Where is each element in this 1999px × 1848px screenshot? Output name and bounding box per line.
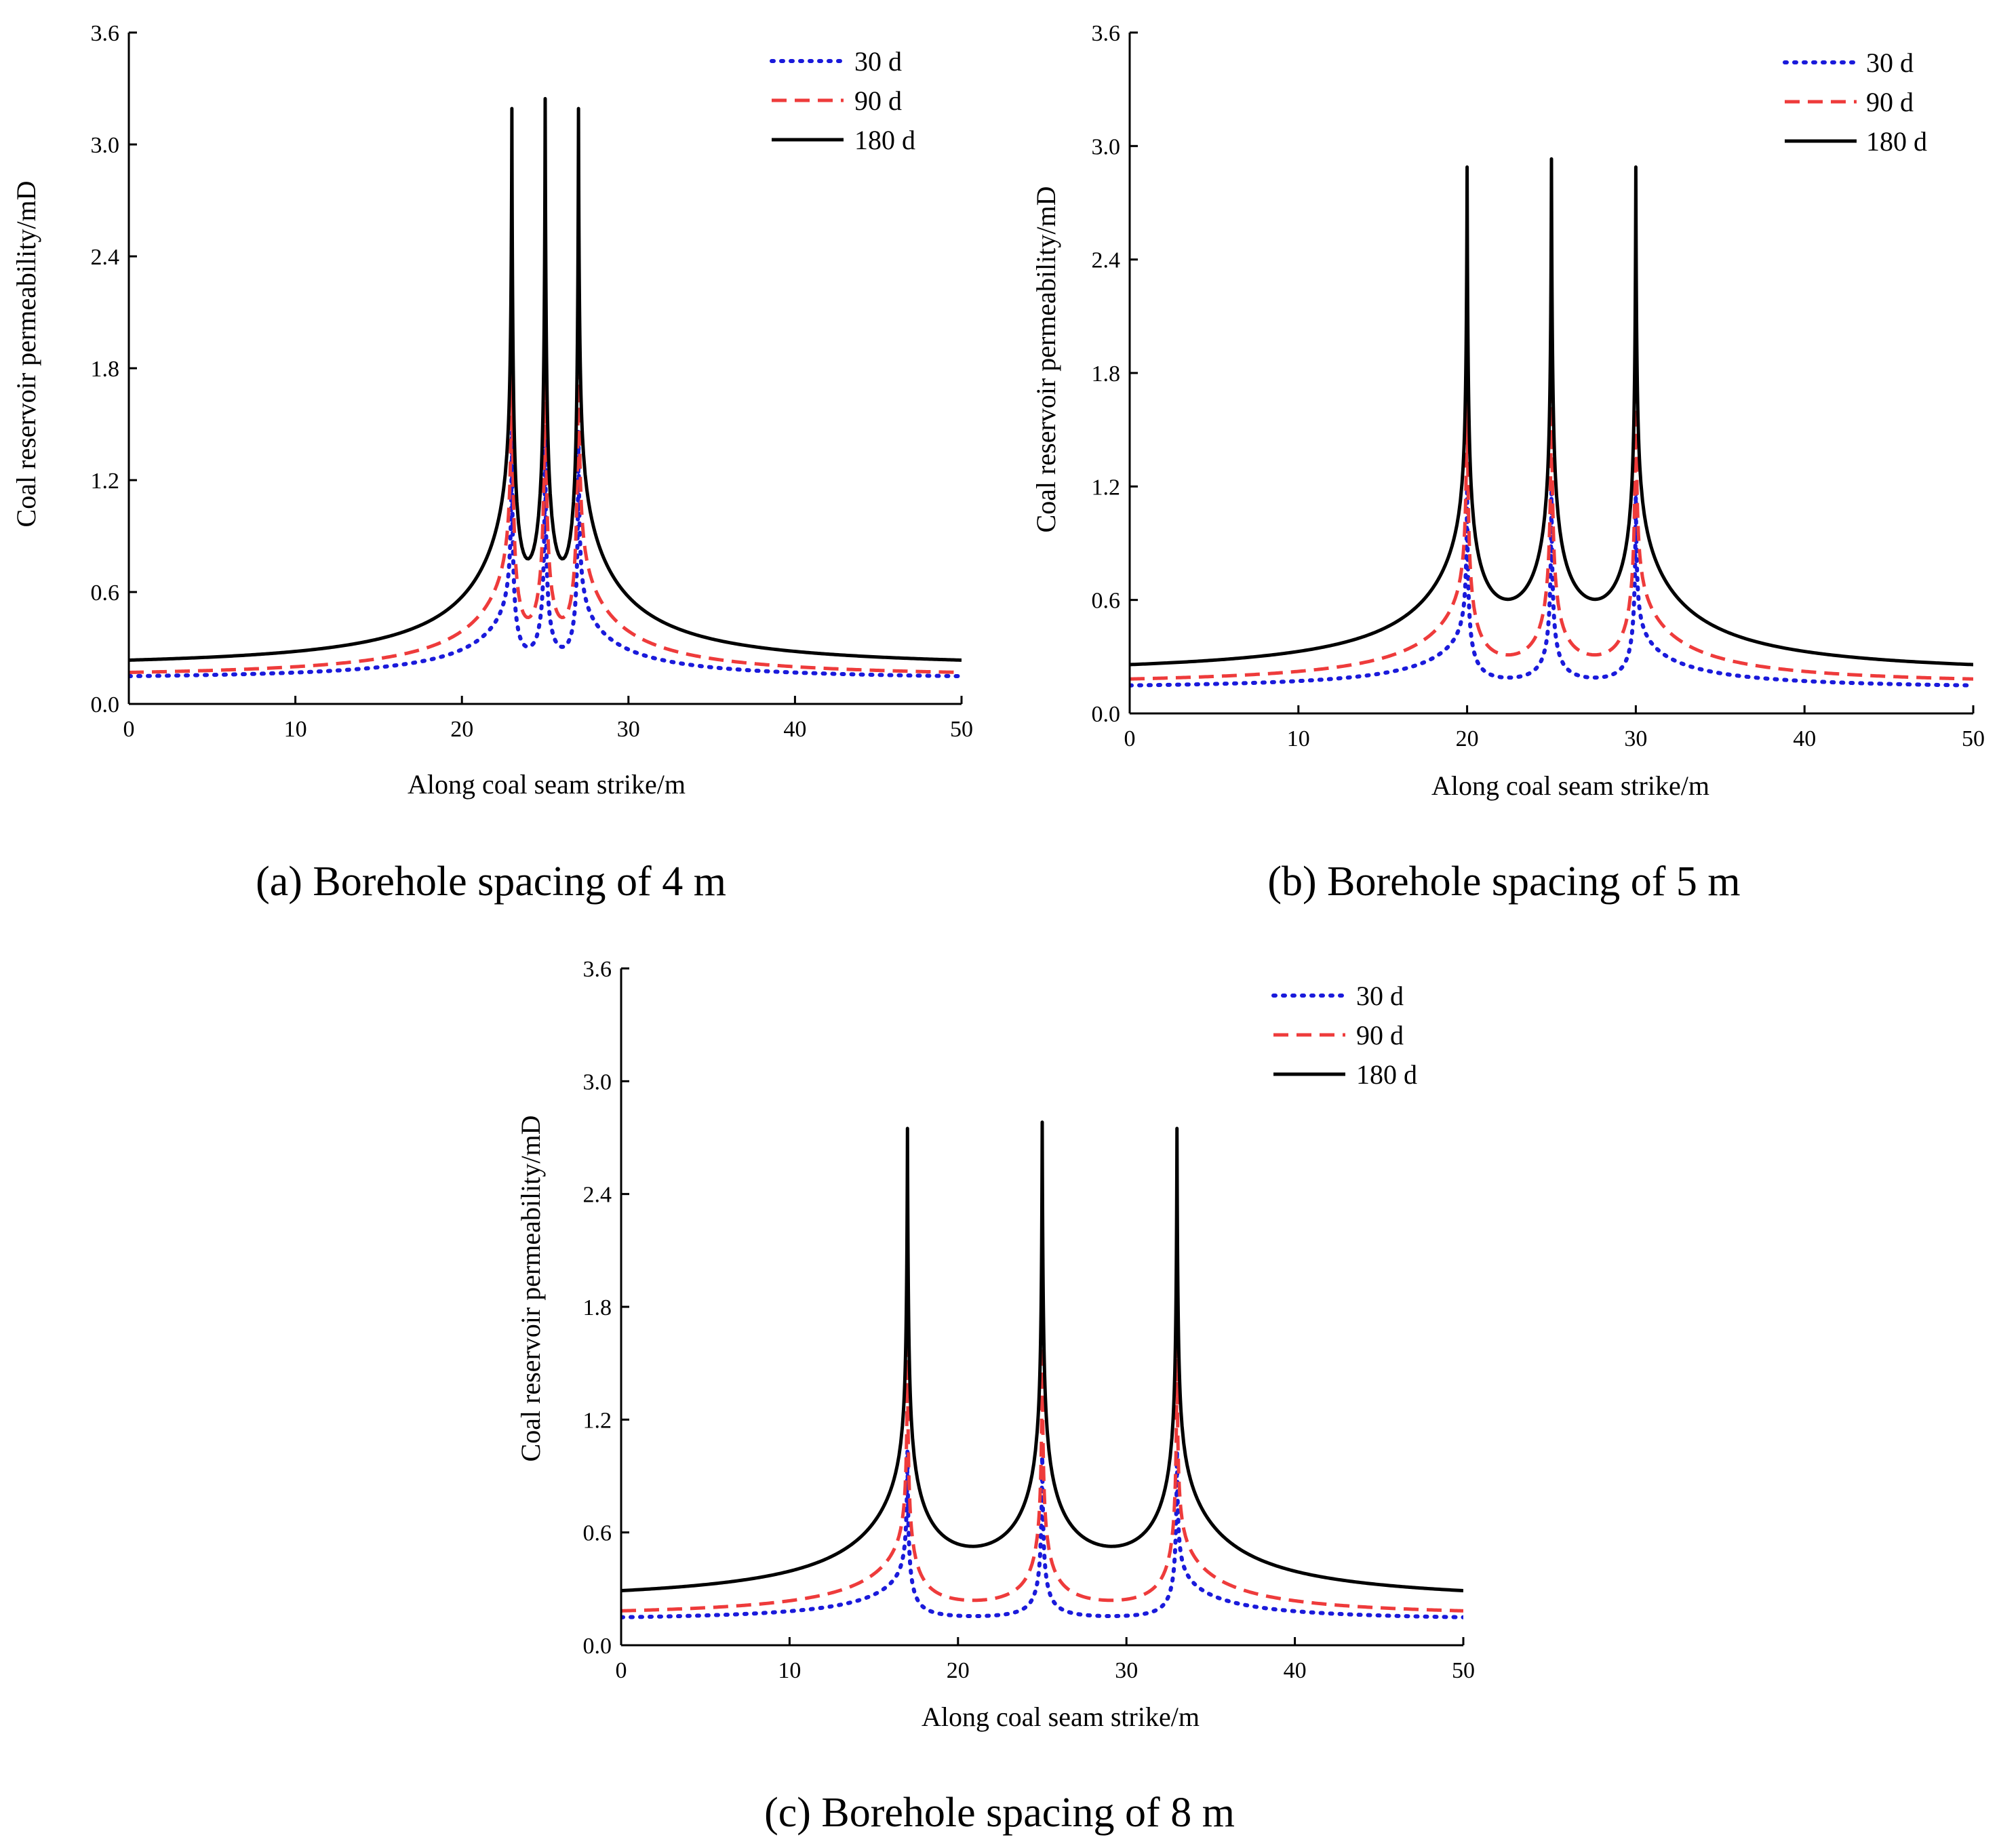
x-tick-label: 0 xyxy=(123,717,135,742)
y-tick-label: 3.0 xyxy=(583,1069,612,1095)
x-tick-label: 40 xyxy=(1793,726,1816,751)
series-line-180d xyxy=(621,1120,1463,1593)
x-tick-label: 0 xyxy=(616,1658,627,1683)
x-tick-label: 30 xyxy=(617,717,640,742)
y-ticks-b: 0.0 0.6 1.2 1.8 2.4 3.0 3.6 xyxy=(1092,21,1138,727)
y-tick-label: 0.6 xyxy=(1092,589,1121,614)
x-ticks-b: 0 10 20 30 40 50 xyxy=(1124,705,1985,751)
y-tick-label: 1.8 xyxy=(1092,361,1121,387)
y-tick-label: 3.6 xyxy=(91,21,120,46)
series-line-180d xyxy=(129,96,962,662)
ylabel-c: Coal reservoir permeability/mD xyxy=(515,1116,546,1462)
y-tick-label: 2.4 xyxy=(583,1183,612,1208)
y-tick-label: 1.2 xyxy=(583,1408,612,1433)
legend-label-180d: 180 d xyxy=(1866,126,1927,157)
legend-label-30d: 30 d xyxy=(1356,981,1404,1011)
x-tick-label: 20 xyxy=(947,1658,970,1683)
caption-b: (b) Borehole spacing of 5 m xyxy=(1267,859,1740,905)
x-tick-label: 20 xyxy=(1456,726,1479,751)
y-tick-label: 0.0 xyxy=(583,1634,612,1659)
panel-a: (a) Borehole spacing of 4 m Along coal s… xyxy=(11,21,973,905)
y-tick-label: 1.2 xyxy=(1092,475,1121,500)
legend-label-30d: 30 d xyxy=(854,46,902,77)
y-tick-label: 3.6 xyxy=(1092,21,1121,46)
legend-label-90d: 90 d xyxy=(1866,87,1914,117)
y-tick-label: 1.8 xyxy=(583,1295,612,1320)
y-tick-label: 3.6 xyxy=(583,957,612,982)
x-tick-label: 40 xyxy=(1284,1658,1307,1683)
ylabel-a: Coal reservoir permeability/mD xyxy=(11,181,41,528)
axes-c xyxy=(620,968,1463,1647)
legend-label-90d: 90 d xyxy=(854,85,902,116)
axes-a xyxy=(127,33,962,705)
legend-label-90d: 90 d xyxy=(1356,1020,1404,1050)
x-tick-label: 0 xyxy=(1124,726,1136,751)
x-tick-label: 10 xyxy=(284,717,307,742)
y-tick-label: 1.8 xyxy=(91,357,120,382)
x-tick-label: 40 xyxy=(783,717,806,742)
y-tick-label: 3.0 xyxy=(91,133,120,158)
caption-a: (a) Borehole spacing of 4 m xyxy=(256,859,726,905)
axes-b xyxy=(1128,33,1973,715)
x-tick-label: 50 xyxy=(1962,726,1985,751)
x-tick-label: 30 xyxy=(1115,1658,1138,1683)
y-tick-label: 0.0 xyxy=(91,692,120,717)
x-tick-label: 50 xyxy=(1452,1658,1475,1683)
y-tick-label: 0.6 xyxy=(583,1521,612,1546)
x-tick-label: 20 xyxy=(450,717,473,742)
series-lines-b xyxy=(1130,157,1973,688)
y-tick-label: 3.0 xyxy=(1092,134,1121,159)
xlabel-b: Along coal seam strike/m xyxy=(1431,770,1709,801)
panel-b: (b) Borehole spacing of 5 m Along coal s… xyxy=(1031,21,1985,905)
series-line-180d xyxy=(1130,157,1973,667)
x-tick-label: 50 xyxy=(950,717,973,742)
y-ticks-a: 0.0 0.6 1.2 1.8 2.4 3.0 3.6 xyxy=(91,21,137,717)
x-ticks-a: 0 10 20 30 40 50 xyxy=(123,696,973,742)
x-ticks-c: 0 10 20 30 40 50 xyxy=(616,1637,1475,1683)
y-tick-label: 2.4 xyxy=(91,245,120,270)
x-tick-label: 10 xyxy=(778,1658,801,1683)
y-tick-label: 0.0 xyxy=(1092,702,1121,727)
legend-label-180d: 180 d xyxy=(1356,1059,1417,1090)
series-lines-a xyxy=(129,96,962,679)
y-ticks-c: 0.0 0.6 1.2 1.8 2.4 3.0 3.6 xyxy=(583,957,629,1659)
x-tick-label: 10 xyxy=(1287,726,1310,751)
legend-c: 30 d 90 d 180 d xyxy=(1271,981,1417,1090)
legend-label-180d: 180 d xyxy=(854,125,915,155)
series-lines-c xyxy=(621,1120,1463,1619)
caption-c: (c) Borehole spacing of 8 m xyxy=(764,1790,1235,1836)
xlabel-a: Along coal seam strike/m xyxy=(408,769,686,800)
y-tick-label: 1.2 xyxy=(91,469,120,494)
y-tick-label: 0.6 xyxy=(91,581,120,606)
legend-label-30d: 30 d xyxy=(1866,47,1914,78)
x-tick-label: 30 xyxy=(1624,726,1647,751)
xlabel-c: Along coal seam strike/m xyxy=(922,1702,1200,1732)
legend-a: 30 d 90 d 180 d xyxy=(770,46,915,155)
series-line-90d xyxy=(621,1344,1463,1613)
panel-c: (c) Borehole spacing of 8 m Along coal s… xyxy=(515,957,1475,1836)
series-line-90d xyxy=(1130,357,1973,681)
ylabel-b: Coal reservoir permeability/mD xyxy=(1031,186,1061,533)
y-tick-label: 2.4 xyxy=(1092,248,1121,273)
legend-b: 30 d 90 d 180 d xyxy=(1783,47,1927,157)
